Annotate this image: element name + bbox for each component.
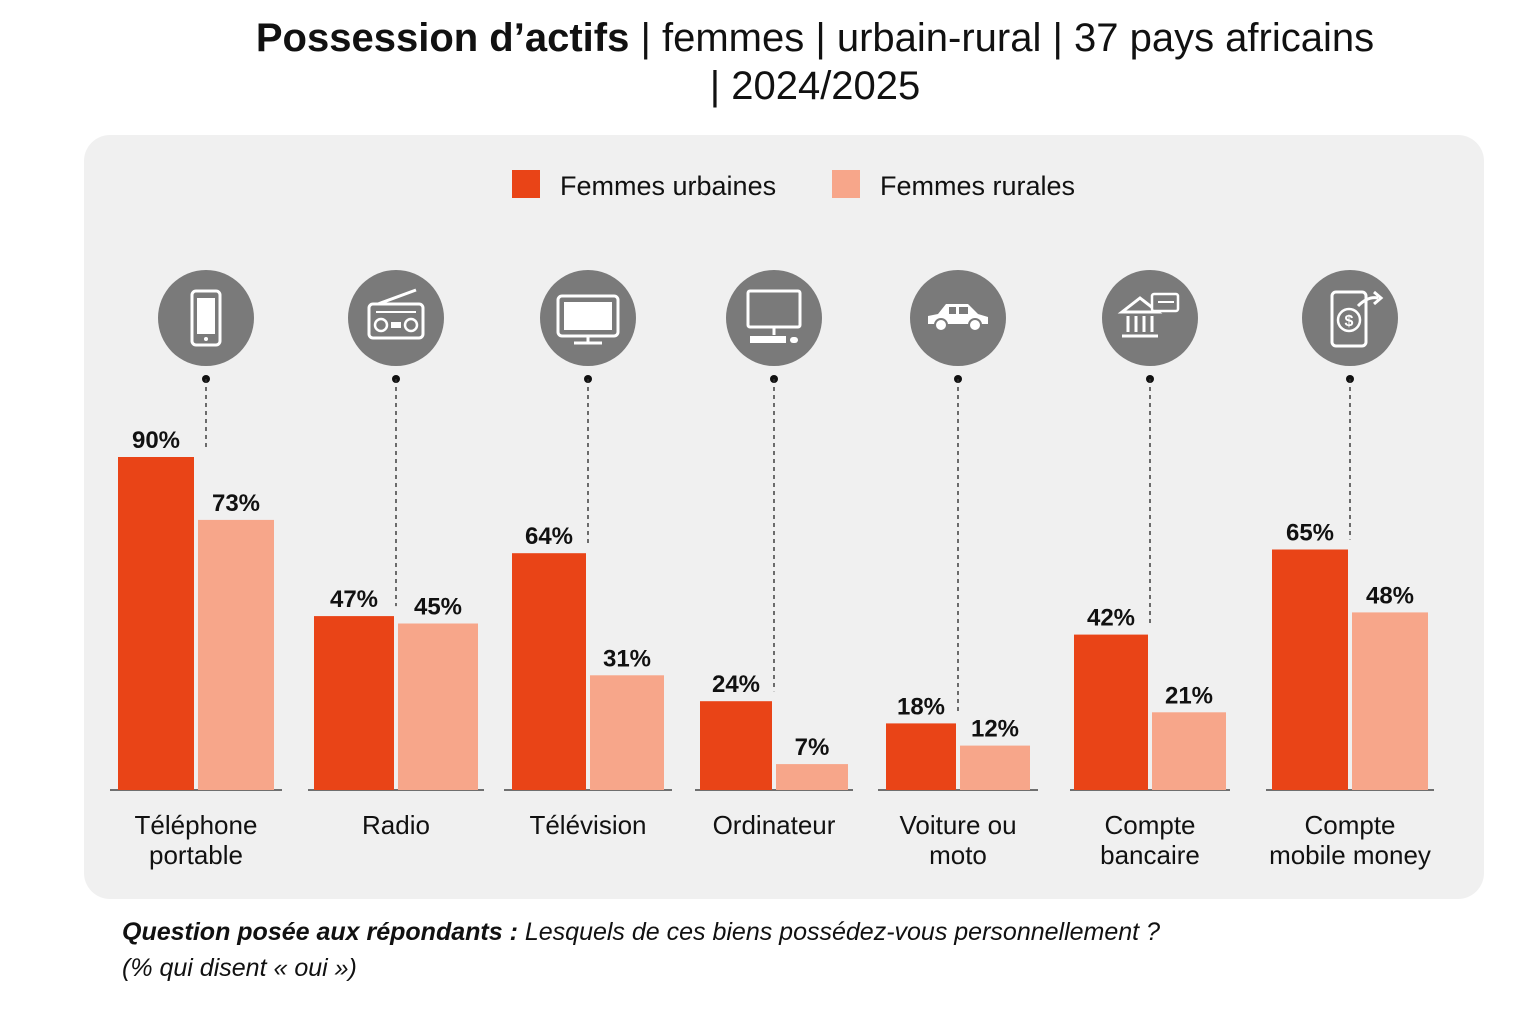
category-label: Téléphone xyxy=(135,810,258,840)
mobile-money-icon: $ xyxy=(1302,270,1398,366)
bar-rural xyxy=(1152,712,1226,790)
mouse xyxy=(790,337,798,343)
bar-urban xyxy=(118,457,194,790)
category-group: 24% 7% Ordinateur xyxy=(695,270,853,840)
icon-circle xyxy=(348,270,444,366)
question-label: Question posée aux répondants : xyxy=(122,918,518,946)
data-label-rural: 7% xyxy=(795,734,830,761)
radio-speaker-left xyxy=(373,317,389,333)
bar-rural xyxy=(590,675,664,790)
legend-item: Femmes urbaines xyxy=(512,170,776,201)
dollar-sign: $ xyxy=(1345,313,1354,330)
data-label-urban: 90% xyxy=(132,427,180,454)
television-icon xyxy=(540,270,636,366)
arrow-shaft xyxy=(1356,296,1379,308)
question-text: Lesquels de ces biens possédez-vous pers… xyxy=(517,918,1160,946)
legend-label: Femmes urbaines xyxy=(560,171,776,201)
title-bold: Possession d’actifs xyxy=(255,16,630,60)
bar-urban xyxy=(886,723,956,790)
footnote: Question posée aux répondants : Lesquels… xyxy=(122,914,1482,986)
phone-screen xyxy=(197,298,215,334)
chart-title: Possession d’actifs | femmes | urbain-ru… xyxy=(150,14,1480,110)
title-rest: | femmes | urbain-rural | 37 pays africa… xyxy=(629,16,1375,60)
radio-icon xyxy=(348,270,444,366)
car-wheel-back xyxy=(968,318,982,332)
category-group: 64% 31% Télévision xyxy=(504,270,672,840)
radio-speaker-right xyxy=(403,317,419,333)
bar-urban xyxy=(1272,549,1348,790)
category-label: Télévision xyxy=(529,810,646,840)
car-wheel-front xyxy=(934,318,948,332)
coin xyxy=(1336,307,1362,333)
phone-body xyxy=(1330,290,1368,348)
data-label-rural: 45% xyxy=(414,594,462,621)
bar-urban xyxy=(1074,634,1148,790)
bank-roof xyxy=(1117,296,1163,314)
title-line2: | 2024/2025 xyxy=(709,64,921,108)
data-label-urban: 42% xyxy=(1087,605,1135,632)
data-label-rural: 21% xyxy=(1165,682,1213,709)
data-label-rural: 12% xyxy=(971,716,1019,743)
bar-rural xyxy=(398,623,478,790)
legend-label: Femmes rurales xyxy=(880,171,1075,201)
bar-urban xyxy=(314,616,394,790)
category-label: Compte xyxy=(1304,810,1395,840)
category-label: Compte xyxy=(1104,810,1195,840)
icon-circle xyxy=(726,270,822,366)
bank-card-icon xyxy=(1102,270,1198,366)
bar-rural xyxy=(198,519,274,790)
bar-rural xyxy=(776,764,848,790)
car-window-back xyxy=(959,307,968,314)
data-label-urban: 24% xyxy=(712,671,760,698)
radio-dial xyxy=(391,322,401,328)
category-label: Voiture ou xyxy=(899,810,1016,840)
bar-rural xyxy=(960,745,1030,790)
category-label: bancaire xyxy=(1100,840,1200,870)
smartphone-icon xyxy=(158,270,254,366)
legend-swatch xyxy=(512,170,540,198)
car-icon xyxy=(910,270,1006,366)
radio-body xyxy=(367,302,425,340)
data-label-urban: 65% xyxy=(1286,520,1334,547)
legend-item: Femmes rurales xyxy=(832,170,1075,201)
icon-circle xyxy=(1302,270,1398,366)
data-label-urban: 47% xyxy=(330,586,378,613)
category-label: portable xyxy=(149,840,243,870)
category-label: moto xyxy=(929,840,987,870)
phone-body xyxy=(190,289,222,347)
icon-circle xyxy=(1102,270,1198,366)
car-window-front xyxy=(949,307,956,314)
tv-screen xyxy=(564,302,612,330)
data-label-rural: 31% xyxy=(603,645,651,672)
data-label-urban: 18% xyxy=(897,693,945,720)
arrow-head xyxy=(1373,290,1384,306)
bar-rural xyxy=(1352,612,1428,790)
bar-urban xyxy=(700,701,772,790)
radio-antenna xyxy=(377,288,417,306)
keyboard xyxy=(750,336,786,343)
category-group: 47% 45% Radio xyxy=(308,270,484,840)
phone-button xyxy=(204,337,208,341)
data-label-rural: 48% xyxy=(1366,582,1414,609)
chart-panel: Femmes urbaines Femmes rurales 90% 73% Télép… xyxy=(84,135,1484,899)
computer-icon xyxy=(726,270,822,366)
category-label: Radio xyxy=(362,810,430,840)
legend-swatch xyxy=(832,170,860,198)
category-label: mobile money xyxy=(1269,840,1431,870)
data-label-rural: 73% xyxy=(212,490,260,517)
category-label: Ordinateur xyxy=(713,810,836,840)
data-label-urban: 64% xyxy=(525,523,573,550)
bar-urban xyxy=(512,553,586,790)
footnote-note: (% qui disent « oui ») xyxy=(122,954,357,982)
bar-chart: Femmes urbaines Femmes rurales 90% 73% Télép… xyxy=(110,170,1434,870)
